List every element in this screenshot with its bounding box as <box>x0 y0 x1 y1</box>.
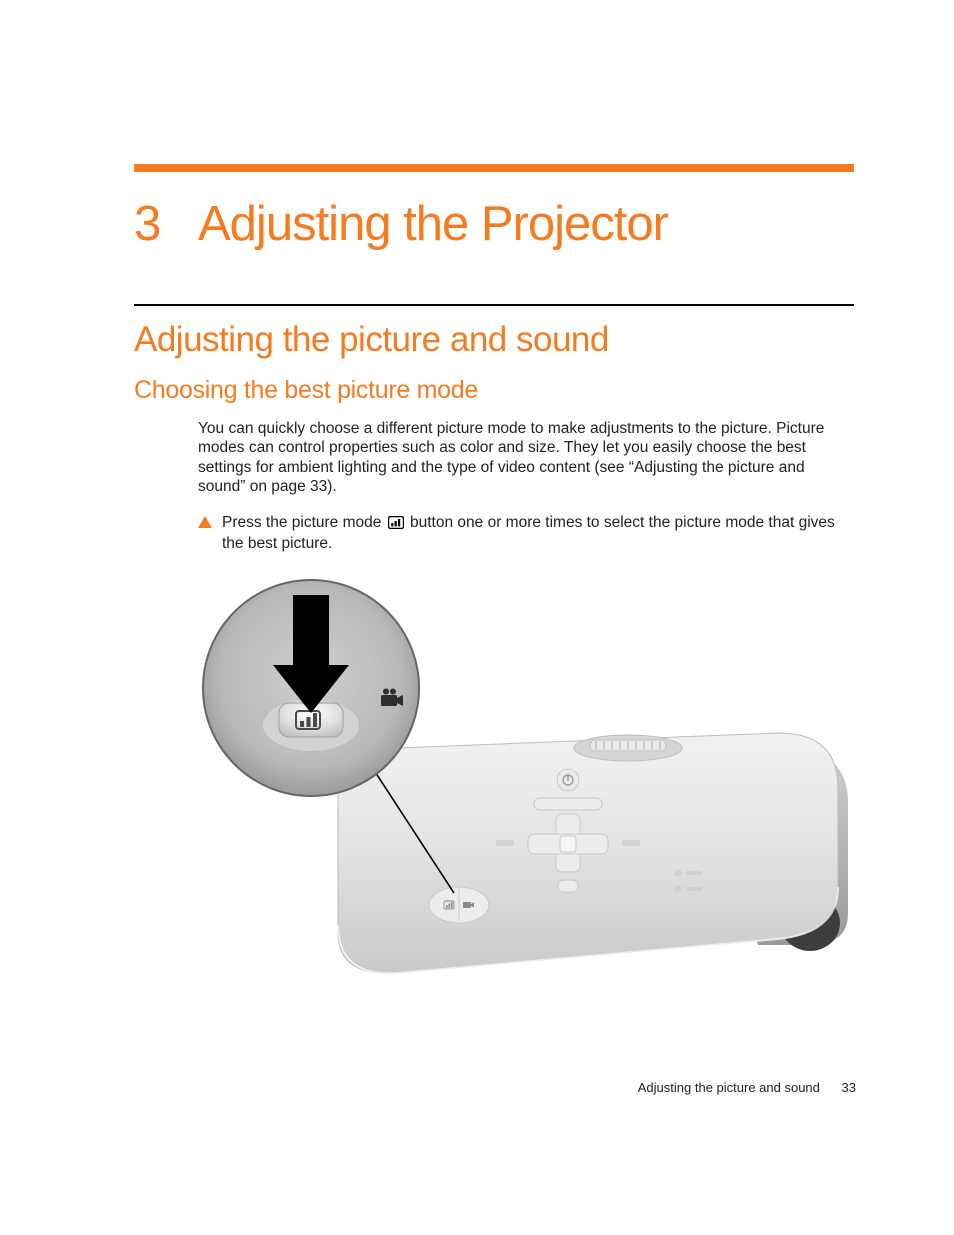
projector-figure <box>198 573 850 983</box>
bullet-text: Press the picture mode button one or mor… <box>222 513 850 554</box>
subsection-title: Choosing the best picture mode <box>134 376 854 405</box>
instruction-bullet: Press the picture mode button one or mor… <box>198 513 850 554</box>
chapter-top-rule <box>134 164 854 172</box>
picture-mode-icon <box>388 515 404 534</box>
triangle-bullet-icon <box>198 516 212 528</box>
chapter-title: Adjusting the Projector <box>198 196 668 252</box>
chapter-number: 3 <box>134 196 198 252</box>
section-rule <box>134 304 854 306</box>
chapter-heading: 3 Adjusting the Projector <box>134 196 854 252</box>
footer-section-title: Adjusting the picture and sound <box>638 1080 820 1095</box>
page-footer: Adjusting the picture and sound 33 <box>638 1080 856 1095</box>
intro-paragraph: You can quickly choose a different pictu… <box>198 419 850 497</box>
page-number: 33 <box>842 1080 856 1095</box>
bullet-text-pre: Press the picture mode <box>222 514 386 531</box>
section-title: Adjusting the picture and sound <box>134 320 854 360</box>
